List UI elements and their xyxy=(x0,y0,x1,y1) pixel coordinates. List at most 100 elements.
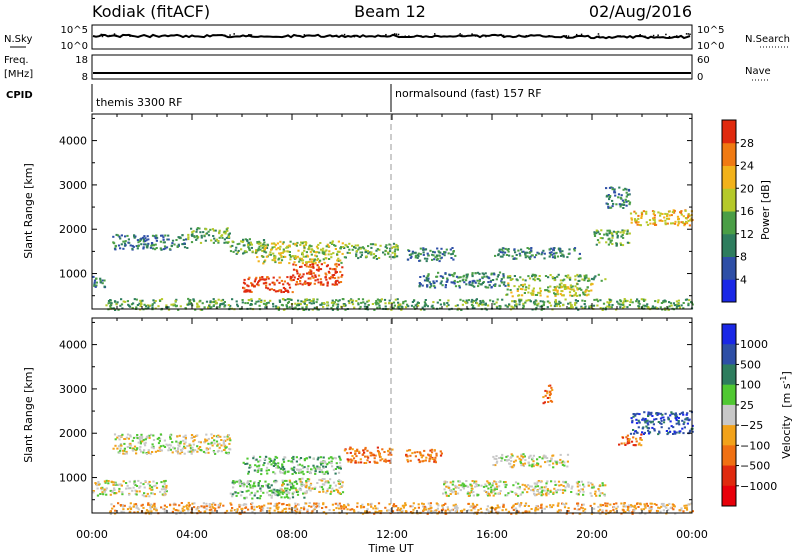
vel-region-6 xyxy=(405,448,443,464)
vel-region-8 xyxy=(492,453,570,469)
power-colorbar-swatch-7 xyxy=(722,120,736,144)
vel-region-5 xyxy=(343,446,394,464)
power-colorbar-tick-3: 16 xyxy=(740,205,754,218)
vel-region-12 xyxy=(109,501,694,515)
velocity-colorbar-unit-end: ] xyxy=(780,371,793,375)
power-region-5 xyxy=(292,262,344,287)
power-colorbar-swatch-3 xyxy=(722,211,736,235)
power-region-8 xyxy=(406,247,457,263)
time-tick-4: 16:00 xyxy=(476,528,508,541)
station-title: Kodiak (fitACF) xyxy=(92,2,210,21)
power-colorbar-tick-4: 20 xyxy=(740,182,754,195)
vel-colorbar-swatch-8 xyxy=(722,485,736,507)
power-colorbar-swatch-1 xyxy=(722,256,736,280)
power-colorbar: 4 8 12 16 20 24 28 Power [dB] xyxy=(721,119,772,303)
time-tick-3: 12:00 xyxy=(376,528,408,541)
freq-panel: Freq. [MHz] 18 8 60 0 Nave xyxy=(4,54,771,83)
power-colorbar-tick-0: 4 xyxy=(740,273,747,286)
vel-colorbar-swatch-3 xyxy=(722,384,736,406)
power-y-tick-3: 4000 xyxy=(59,135,87,148)
power-colorbar-tick-5: 24 xyxy=(740,160,754,173)
velocity-y-axis: 1000 2000 3000 4000 xyxy=(59,321,692,501)
vel-colorbar-tick-2: 100 xyxy=(740,379,761,392)
vel-colorbar-swatch-2 xyxy=(722,364,736,386)
velocity-colorbar: 1000 500 100 25 −25 −100 −500 −1000 Velocity [m … xyxy=(721,323,793,507)
vel-region-1 xyxy=(112,433,232,455)
date-title: 02/Aug/2016 xyxy=(589,2,692,21)
n-sky-tick-bottom: 10^0 xyxy=(61,41,88,52)
vel-colorbar-swatch-6 xyxy=(722,445,736,467)
vel-colorbar-tick-7: −1000 xyxy=(740,480,777,493)
vel-y-tick-2: 3000 xyxy=(59,383,87,396)
power-y-tick-0: 1000 xyxy=(59,268,87,281)
power-colorbar-swatch-2 xyxy=(722,233,736,257)
power-colorbar-swatch-4 xyxy=(722,188,736,212)
power-colorbar-tick-1: 8 xyxy=(740,251,747,264)
vel-region-7 xyxy=(442,480,607,497)
vel-region-10 xyxy=(618,433,643,447)
n-sky-label: N.Sky xyxy=(4,34,32,45)
time-axis-labels: 00:00 04:00 08:00 12:00 16:00 20:00 00:00 xyxy=(76,528,708,541)
vel-colorbar-swatch-1 xyxy=(722,344,736,365)
n-search-tick-bottom: 10^0 xyxy=(697,41,724,52)
velocity-colorbar-unit-exp: -1 xyxy=(779,375,788,383)
freq-label: Freq. xyxy=(4,55,29,66)
power-x-axis xyxy=(91,114,693,309)
freq-tick-top: 18 xyxy=(75,55,88,66)
vel-colorbar-swatch-5 xyxy=(722,425,736,446)
power-region-7 xyxy=(342,242,399,260)
time-tick-5: 20:00 xyxy=(576,528,608,541)
power-region-13 xyxy=(593,229,631,247)
power-region-2 xyxy=(187,227,231,244)
velocity-colorbar-unit: [m s xyxy=(780,383,793,408)
power-region-11 xyxy=(505,282,594,298)
vel-region-3 xyxy=(279,477,345,495)
n-search-tick-top: 10^5 xyxy=(697,25,724,36)
power-region-12 xyxy=(494,247,582,260)
power-colorbar-swatch-5 xyxy=(722,165,736,189)
freq-tick-bottom: 8 xyxy=(82,72,88,83)
power-y-label: Slant Range [km] xyxy=(22,163,35,259)
vel-y-tick-0: 1000 xyxy=(59,472,87,485)
cpid-segment-normalsound: normalsound (fast) 157 RF xyxy=(395,87,542,100)
vel-y-tick-3: 4000 xyxy=(59,339,87,352)
power-colorbar-swatch-6 xyxy=(722,142,736,166)
power-region-9 xyxy=(418,271,507,289)
velocity-x-axis xyxy=(91,318,693,513)
power-y-axis: 1000 2000 3000 4000 xyxy=(59,117,692,297)
power-colorbar-tick-6: 28 xyxy=(740,137,754,150)
velocity-panel: 1000 2000 3000 4000 Slant Range [km] xyxy=(22,317,694,515)
power-colorbar-label: Power [dB] xyxy=(759,180,772,240)
time-tick-2: 08:00 xyxy=(276,528,308,541)
power-colorbar-swatch-0 xyxy=(722,279,736,303)
vel-region-9 xyxy=(629,411,694,436)
n-search-label: N.Search xyxy=(745,34,790,45)
noise-panel: N.Sky 10^5 10^0 10^5 10^0 N.Search xyxy=(4,24,790,52)
power-region-6 xyxy=(254,240,344,265)
vel-colorbar-swatch-0 xyxy=(722,324,736,345)
vel-region-0 xyxy=(92,479,168,498)
power-region-1 xyxy=(112,233,189,251)
power-y-tick-1: 2000 xyxy=(59,223,87,236)
power-region-10 xyxy=(506,273,607,282)
freq-unit: [MHz] xyxy=(4,69,33,80)
vel-region-2 xyxy=(229,479,307,500)
vel-colorbar-tick-4: −25 xyxy=(740,419,763,432)
cpid-label: CPID xyxy=(6,90,33,101)
vel-colorbar-tick-5: −100 xyxy=(740,439,770,452)
time-tick-0: 00:00 xyxy=(76,528,108,541)
velocity-y-label: Slant Range [km] xyxy=(22,367,35,463)
power-region-14 xyxy=(629,209,694,227)
vel-colorbar-swatch-7 xyxy=(722,465,736,487)
power-region-4 xyxy=(242,275,294,294)
nave-tick-top: 60 xyxy=(697,55,710,66)
time-tick-1: 04:00 xyxy=(176,528,208,541)
vel-colorbar-tick-3: 25 xyxy=(740,399,754,412)
velocity-colorbar-label-name: Velocity xyxy=(780,415,793,459)
power-panel: 1000 2000 3000 4000 Slant Range [km] xyxy=(22,113,694,311)
nave-tick-bottom: 0 xyxy=(697,72,703,83)
power-colorbar-tick-2: 12 xyxy=(740,228,754,241)
vel-region-4 xyxy=(242,455,342,476)
beam-title: Beam 12 xyxy=(354,2,426,21)
